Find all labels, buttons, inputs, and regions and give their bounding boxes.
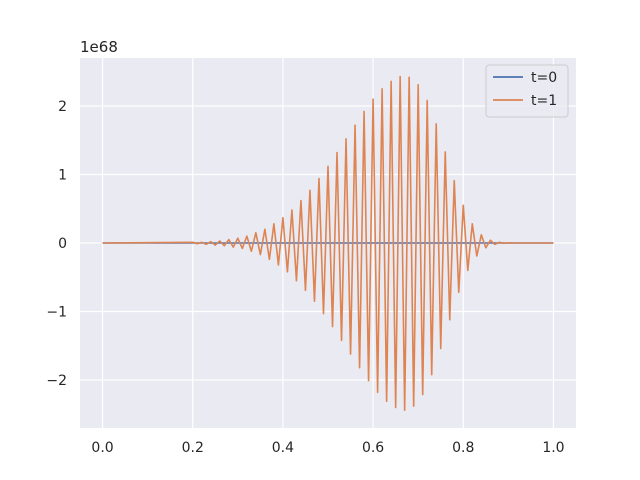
series-line-t-1 — [102, 75, 554, 411]
y-tick-label: 2 — [58, 99, 67, 115]
y-tick-label: −2 — [46, 373, 67, 389]
legend-label-t1: t=1 — [531, 93, 557, 109]
y-axis-ticks: −2 −1 0 1 2 — [46, 99, 67, 389]
x-tick-label: 0.6 — [362, 440, 384, 456]
series-lines — [102, 75, 554, 411]
y-offset-label: 1e68 — [80, 38, 118, 56]
y-tick-label: 0 — [58, 236, 67, 252]
legend-label-t0: t=0 — [531, 70, 557, 86]
x-tick-label: 1.0 — [542, 440, 564, 456]
y-tick-label: −1 — [46, 305, 67, 321]
x-tick-label: 0.0 — [91, 440, 113, 456]
x-tick-label: 0.2 — [182, 440, 204, 456]
x-tick-label: 0.8 — [452, 440, 474, 456]
y-tick-label: 1 — [58, 167, 67, 183]
x-axis-ticks: 0.0 0.2 0.4 0.6 0.8 1.0 — [91, 440, 564, 456]
legend-box — [485, 64, 569, 118]
x-tick-label: 0.4 — [272, 440, 294, 456]
legend: t=0 t=1 — [485, 64, 569, 118]
